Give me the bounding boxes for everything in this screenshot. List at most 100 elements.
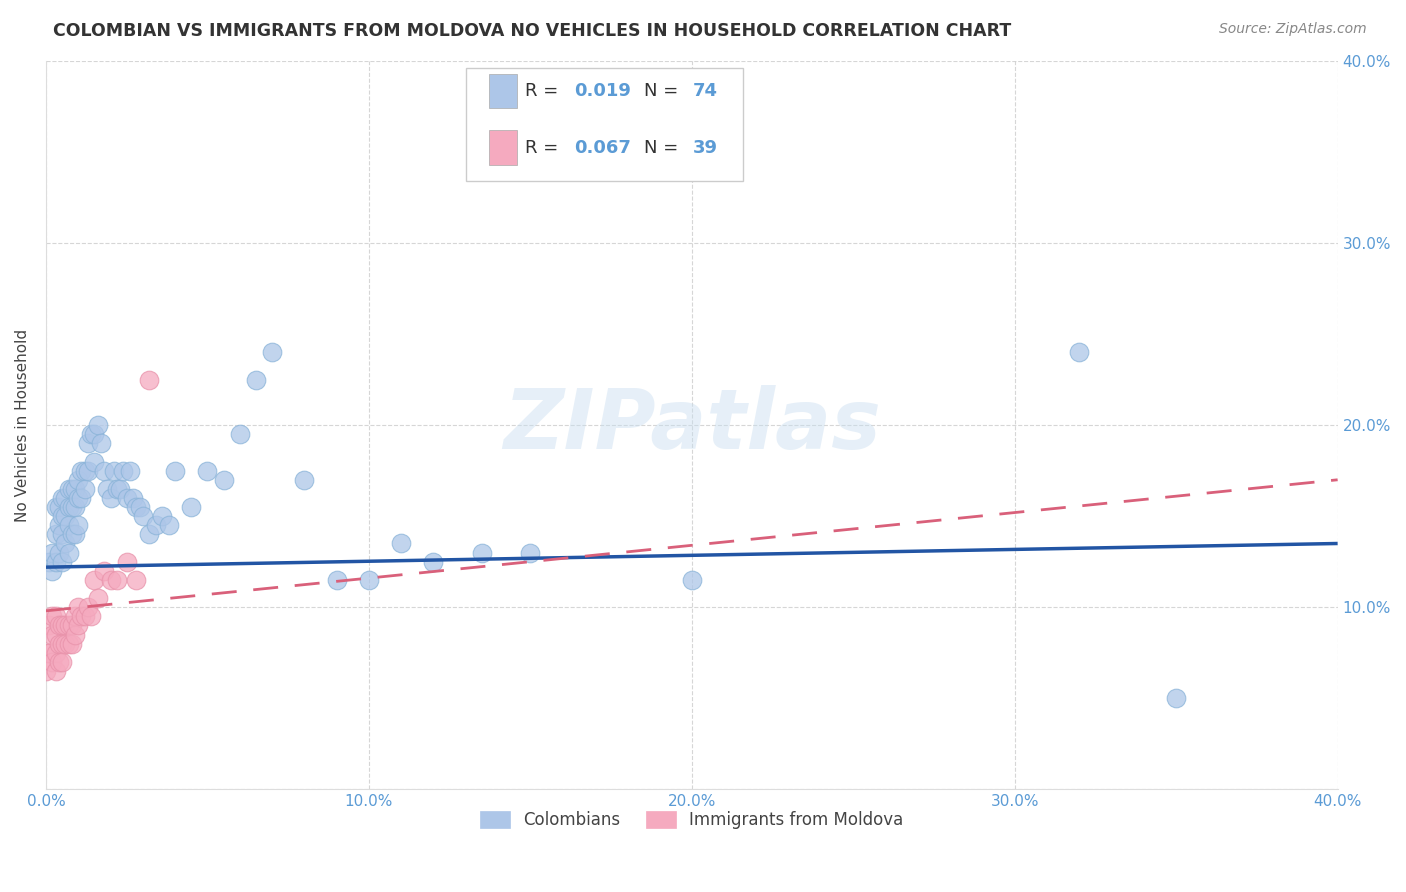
Point <box>51 655 73 669</box>
Text: N =: N = <box>644 139 683 157</box>
Point <box>389 536 412 550</box>
Point <box>60 482 83 496</box>
Point <box>41 564 63 578</box>
Text: Source: ZipAtlas.com: Source: ZipAtlas.com <box>1219 22 1367 37</box>
Point <box>58 518 80 533</box>
Point <box>125 500 148 514</box>
Point <box>115 491 138 505</box>
Point <box>41 655 63 669</box>
Point <box>41 609 63 624</box>
Point <box>45 627 67 641</box>
Point <box>63 627 86 641</box>
Point <box>83 427 105 442</box>
Point <box>138 373 160 387</box>
Point <box>51 527 73 541</box>
Text: 0.067: 0.067 <box>574 139 631 157</box>
Point <box>422 555 444 569</box>
Point <box>292 473 315 487</box>
Point <box>681 573 703 587</box>
Point <box>105 482 128 496</box>
Point <box>51 509 73 524</box>
Text: ZIPatlas: ZIPatlas <box>503 384 880 466</box>
Point <box>125 573 148 587</box>
Point <box>53 637 76 651</box>
Legend: Colombians, Immigrants from Moldova: Colombians, Immigrants from Moldova <box>474 804 910 836</box>
Point <box>110 482 132 496</box>
Point <box>63 482 86 496</box>
Point <box>80 609 103 624</box>
Point <box>53 509 76 524</box>
Point <box>60 500 83 514</box>
Point <box>519 546 541 560</box>
Point <box>228 427 250 442</box>
Text: COLOMBIAN VS IMMIGRANTS FROM MOLDOVA NO VEHICLES IN HOUSEHOLD CORRELATION CHART: COLOMBIAN VS IMMIGRANTS FROM MOLDOVA NO … <box>53 22 1012 40</box>
Point <box>70 609 93 624</box>
Point <box>53 491 76 505</box>
Point <box>112 464 135 478</box>
Point <box>70 491 93 505</box>
Text: N =: N = <box>644 82 683 100</box>
Point <box>35 646 58 660</box>
Point <box>86 591 108 606</box>
Point <box>45 609 67 624</box>
Point <box>67 600 90 615</box>
Point <box>86 418 108 433</box>
Point <box>60 527 83 541</box>
Point <box>77 600 100 615</box>
FancyBboxPatch shape <box>489 130 517 165</box>
Point <box>180 500 202 514</box>
Point <box>58 546 80 560</box>
Point <box>150 509 173 524</box>
Point <box>157 518 180 533</box>
Point <box>41 546 63 560</box>
Point <box>100 491 122 505</box>
Point <box>260 345 283 359</box>
Point <box>77 464 100 478</box>
Point <box>122 491 145 505</box>
Point <box>67 473 90 487</box>
Point <box>48 500 70 514</box>
Point <box>93 464 115 478</box>
Text: 74: 74 <box>693 82 718 100</box>
Point <box>128 500 150 514</box>
Point <box>48 618 70 632</box>
Point <box>197 464 219 478</box>
Point <box>58 500 80 514</box>
Point <box>165 464 187 478</box>
Point <box>58 482 80 496</box>
Point <box>63 609 86 624</box>
Point <box>70 464 93 478</box>
Point <box>67 491 90 505</box>
Point <box>60 637 83 651</box>
Point <box>77 436 100 450</box>
Point <box>41 627 63 641</box>
Point <box>118 464 141 478</box>
Point <box>45 500 67 514</box>
Point <box>48 546 70 560</box>
Point <box>58 637 80 651</box>
Point <box>1069 345 1091 359</box>
Point <box>80 427 103 442</box>
Point <box>45 527 67 541</box>
Point <box>73 464 96 478</box>
Point <box>51 491 73 505</box>
FancyBboxPatch shape <box>465 69 744 181</box>
Point <box>138 527 160 541</box>
Text: 0.019: 0.019 <box>574 82 631 100</box>
Point <box>38 646 60 660</box>
Text: 39: 39 <box>693 139 718 157</box>
Point <box>245 373 267 387</box>
Point <box>67 518 90 533</box>
Point <box>51 637 73 651</box>
Y-axis label: No Vehicles in Household: No Vehicles in Household <box>15 328 30 522</box>
Point <box>132 509 155 524</box>
Point <box>96 482 118 496</box>
Point <box>58 618 80 632</box>
Point <box>357 573 380 587</box>
Point <box>67 618 90 632</box>
Text: R =: R = <box>526 139 564 157</box>
Point <box>38 555 60 569</box>
Point <box>35 664 58 678</box>
Point <box>105 573 128 587</box>
FancyBboxPatch shape <box>489 73 517 109</box>
